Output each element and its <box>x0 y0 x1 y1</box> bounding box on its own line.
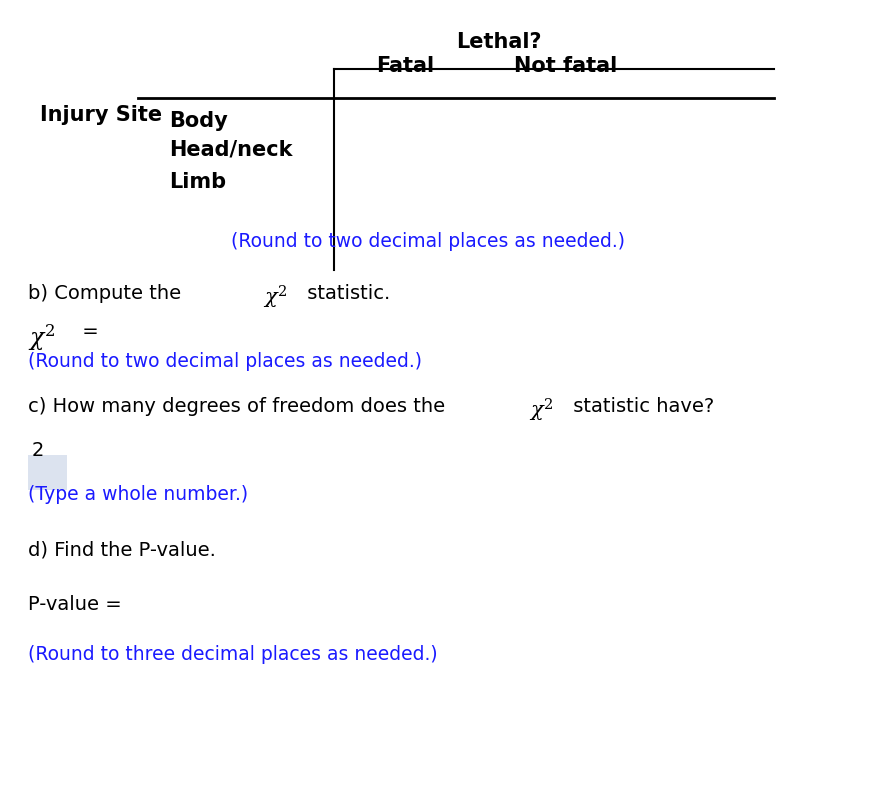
Text: (Round to two decimal places as needed.): (Round to two decimal places as needed.) <box>28 352 423 372</box>
Text: $\chi^2$: $\chi^2$ <box>28 322 56 353</box>
Text: Lethal?: Lethal? <box>456 32 541 52</box>
Text: statistic.: statistic. <box>301 284 390 303</box>
Text: 2: 2 <box>32 441 44 460</box>
Text: statistic have?: statistic have? <box>567 397 714 416</box>
Text: Head/neck: Head/neck <box>169 139 293 160</box>
Text: (Round to two decimal places as needed.): (Round to two decimal places as needed.) <box>231 232 626 251</box>
Text: b) Compute the: b) Compute the <box>28 284 188 303</box>
Text: (Round to three decimal places as needed.): (Round to three decimal places as needed… <box>28 645 438 664</box>
Text: $\chi^2$: $\chi^2$ <box>263 284 287 311</box>
Text: Not fatal: Not fatal <box>514 56 617 77</box>
Text: =: = <box>76 322 99 342</box>
Text: Injury Site: Injury Site <box>40 105 162 125</box>
Text: c) How many degrees of freedom does the: c) How many degrees of freedom does the <box>28 397 452 416</box>
Text: Body: Body <box>169 111 228 131</box>
FancyBboxPatch shape <box>28 455 67 490</box>
Text: $\chi^2$: $\chi^2$ <box>529 397 554 424</box>
Text: d) Find the P-value.: d) Find the P-value. <box>28 540 216 559</box>
Text: P-value =: P-value = <box>28 595 122 614</box>
Text: Fatal: Fatal <box>376 56 434 77</box>
Text: Limb: Limb <box>169 172 226 192</box>
Text: (Type a whole number.): (Type a whole number.) <box>28 485 248 505</box>
